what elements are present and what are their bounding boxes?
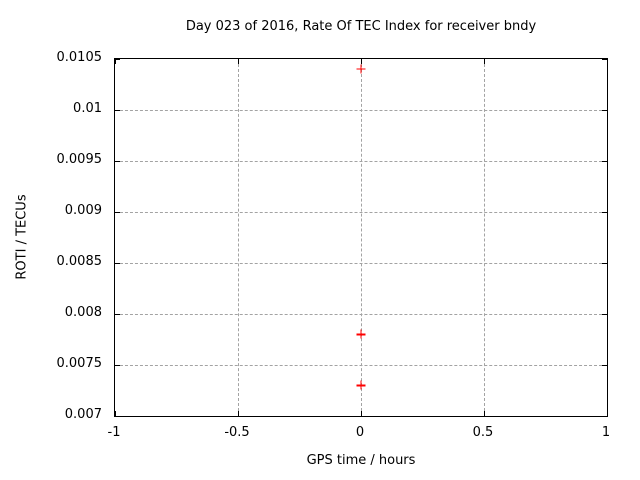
x-tick-mark <box>606 59 608 64</box>
y-tick-label: 0.0105 <box>56 50 103 65</box>
x-tick-mark <box>360 411 362 416</box>
x-tick-mark <box>237 411 239 416</box>
y-tick-mark <box>602 262 607 264</box>
marker-vertical-bar <box>360 329 362 339</box>
x-tick-mark <box>360 59 362 64</box>
x-tick-label: -0.5 <box>224 425 250 440</box>
x-tick-mark <box>114 59 116 64</box>
y-tick-mark <box>115 58 120 60</box>
horizontal-gridline <box>115 365 607 366</box>
vertical-gridline <box>361 59 362 416</box>
horizontal-gridline <box>115 161 607 162</box>
y-tick-label: 0.0085 <box>56 254 103 269</box>
y-tick-mark <box>115 160 120 162</box>
marker-vertical-bar <box>360 380 362 390</box>
y-tick-mark <box>115 364 120 366</box>
data-point-marker <box>356 329 366 339</box>
chart-title: Day 023 of 2016, Rate Of TEC Index for r… <box>185 19 537 34</box>
x-tick-mark <box>483 411 485 416</box>
y-tick-mark <box>115 313 120 315</box>
horizontal-gridline <box>115 110 607 111</box>
marker-vertical-bar <box>360 64 362 74</box>
data-point-marker <box>356 64 366 74</box>
x-tick-mark <box>237 59 239 64</box>
x-tick-label: 0 <box>355 425 365 440</box>
horizontal-gridline <box>115 314 607 315</box>
y-tick-mark <box>602 364 607 366</box>
y-tick-mark <box>602 211 607 213</box>
y-tick-mark <box>115 262 120 264</box>
x-tick-label: 0.5 <box>472 425 494 440</box>
y-tick-label: 0.007 <box>64 407 102 422</box>
y-tick-label: 0.0075 <box>56 356 103 371</box>
horizontal-gridline <box>115 263 607 264</box>
x-tick-mark <box>483 59 485 64</box>
y-tick-mark <box>602 58 607 60</box>
y-tick-label: 0.01 <box>73 101 102 116</box>
data-point-marker <box>356 380 366 390</box>
y-tick-mark <box>115 211 120 213</box>
y-tick-label: 0.0095 <box>56 152 103 167</box>
x-tick-mark <box>114 411 116 416</box>
x-tick-mark <box>606 411 608 416</box>
vertical-gridline <box>238 59 239 416</box>
y-tick-label: 0.008 <box>64 305 102 320</box>
y-tick-mark <box>115 109 120 111</box>
y-tick-mark <box>602 160 607 162</box>
y-tick-mark <box>115 415 120 417</box>
plot-area <box>114 58 608 417</box>
horizontal-gridline <box>115 212 607 213</box>
x-axis-label: GPS time / hours <box>306 453 416 468</box>
y-tick-label: 0.009 <box>64 203 102 218</box>
vertical-gridline <box>484 59 485 416</box>
y-tick-mark <box>602 415 607 417</box>
y-tick-mark <box>602 313 607 315</box>
x-tick-label: -1 <box>107 425 121 440</box>
y-tick-mark <box>602 109 607 111</box>
x-tick-label: 1 <box>601 425 611 440</box>
